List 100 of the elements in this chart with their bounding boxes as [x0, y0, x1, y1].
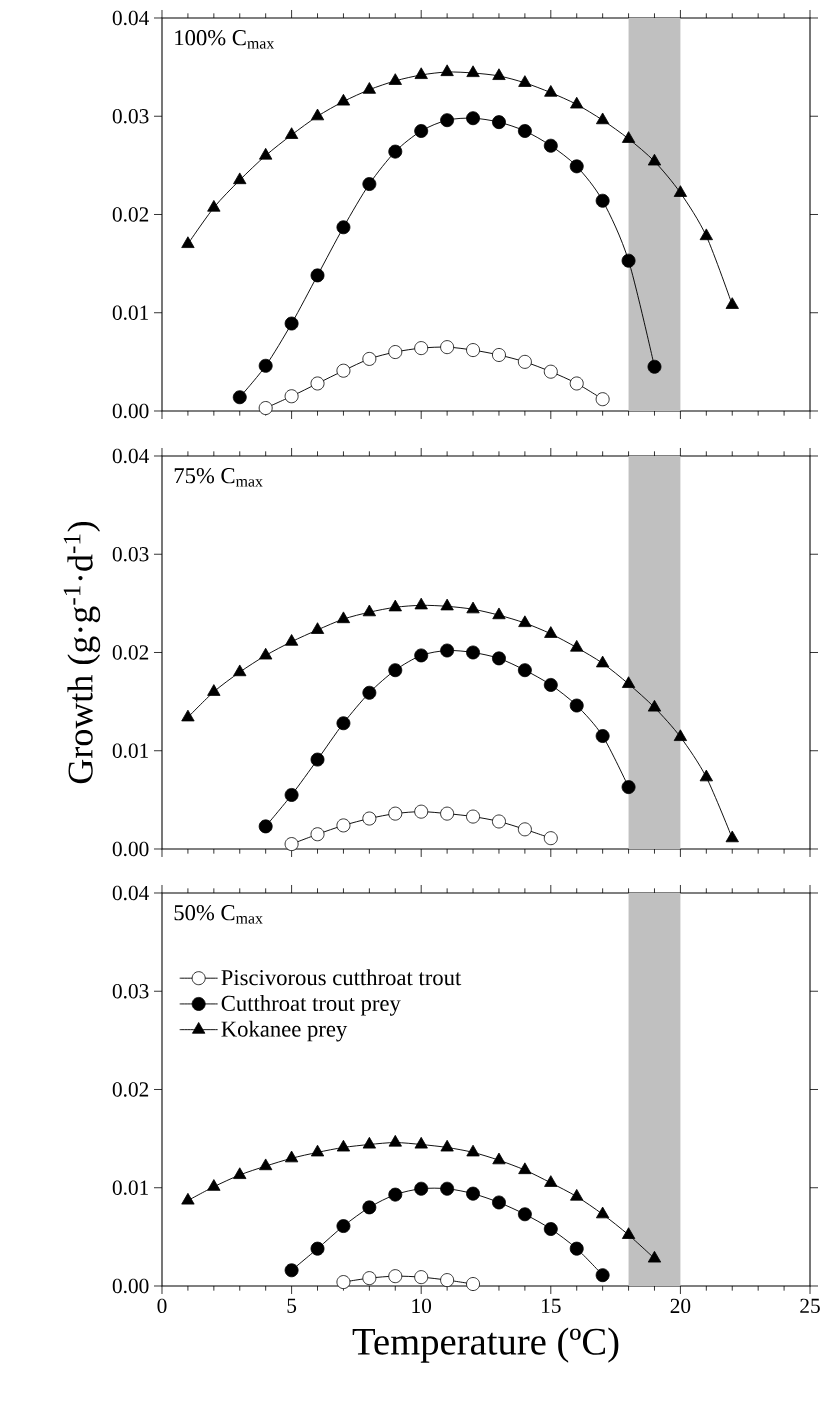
point — [414, 67, 428, 79]
legend-label: Kokanee prey — [221, 1020, 348, 1042]
point — [570, 96, 584, 109]
point — [595, 392, 610, 407]
point — [258, 819, 273, 834]
point — [518, 615, 532, 628]
point — [647, 359, 662, 374]
annotation: 75% C$_{max}$ — [174, 468, 263, 487]
x-tick-label: 20 — [670, 1298, 691, 1314]
point — [362, 685, 377, 700]
point — [544, 626, 558, 638]
point — [725, 830, 739, 843]
y-tick-label: 0.01 — [112, 743, 149, 758]
annotation: 50% C$_{max}$ — [174, 905, 263, 924]
point — [596, 655, 610, 668]
point — [621, 676, 636, 688]
point — [207, 684, 221, 696]
point — [336, 716, 351, 731]
point — [492, 348, 506, 362]
point — [570, 639, 584, 652]
x-tick-label: 15 — [542, 1298, 561, 1313]
y-tick-label: 0.01 — [112, 1180, 149, 1195]
point — [310, 376, 325, 391]
point — [414, 124, 429, 138]
point — [673, 729, 688, 741]
point — [517, 822, 532, 837]
point — [336, 363, 351, 378]
point — [310, 108, 325, 121]
point — [596, 112, 610, 125]
point — [440, 64, 454, 77]
x-tick-label: 25 — [800, 1298, 820, 1314]
point — [362, 604, 376, 617]
point — [362, 177, 377, 191]
point — [544, 85, 558, 97]
point — [284, 127, 299, 139]
point — [259, 647, 273, 660]
point — [258, 401, 273, 415]
point — [232, 390, 247, 405]
point — [414, 648, 429, 663]
point — [388, 144, 403, 159]
point — [414, 341, 429, 356]
point — [543, 138, 558, 153]
point — [440, 643, 455, 658]
y-tick-label: 0.00 — [112, 1278, 149, 1294]
point — [569, 376, 584, 391]
point — [336, 93, 351, 106]
annotation: 100% C$_{max}$ — [175, 30, 275, 49]
y-tick-label: 0.00 — [112, 403, 149, 419]
y-axis-title: Growth (g·g$^{-1}$·d$^{-1}$) — [63, 521, 101, 784]
point — [466, 111, 480, 126]
point — [336, 611, 351, 624]
point — [207, 200, 221, 212]
point — [569, 159, 584, 174]
point — [388, 806, 403, 821]
y-tick-label: 0.03 — [112, 547, 149, 562]
point — [440, 340, 455, 355]
point — [362, 351, 377, 366]
point — [440, 113, 455, 128]
point — [595, 193, 610, 208]
y-tick-label: 0.04 — [112, 10, 149, 26]
point — [517, 124, 532, 138]
point — [310, 622, 325, 634]
y-tick-label: 0.03 — [112, 984, 149, 999]
point — [181, 709, 195, 722]
point — [233, 172, 247, 185]
x-tick-label: 10 — [412, 1298, 432, 1314]
point — [492, 607, 506, 620]
y-tick-label: 0.02 — [112, 645, 149, 660]
point — [181, 236, 195, 248]
y-tick-label: 0.04 — [112, 885, 149, 901]
point — [440, 806, 455, 821]
point — [492, 115, 506, 130]
point — [466, 809, 480, 824]
point — [621, 253, 636, 268]
point — [388, 345, 403, 359]
point — [284, 634, 299, 646]
point — [518, 75, 532, 87]
y-tick-label: 0.02 — [112, 1082, 149, 1097]
point — [466, 645, 480, 660]
point — [310, 752, 325, 767]
point — [388, 599, 402, 612]
point — [673, 185, 688, 197]
point — [543, 831, 558, 846]
point — [466, 601, 480, 614]
point — [284, 316, 299, 331]
point — [621, 131, 636, 143]
y-tick-label: 0.04 — [112, 448, 149, 464]
point — [492, 651, 506, 666]
point — [725, 297, 739, 309]
point — [233, 664, 247, 677]
legend-label: Piscivorous cutthroat trout — [221, 969, 462, 986]
point — [621, 780, 636, 795]
point — [414, 597, 428, 610]
x-axis-title: Temperature (ºC) — [352, 1327, 619, 1363]
y-tick-label: 0.01 — [112, 305, 149, 320]
point — [259, 147, 273, 160]
point — [492, 814, 506, 829]
point — [388, 73, 402, 85]
point — [440, 598, 454, 611]
point — [466, 65, 480, 78]
